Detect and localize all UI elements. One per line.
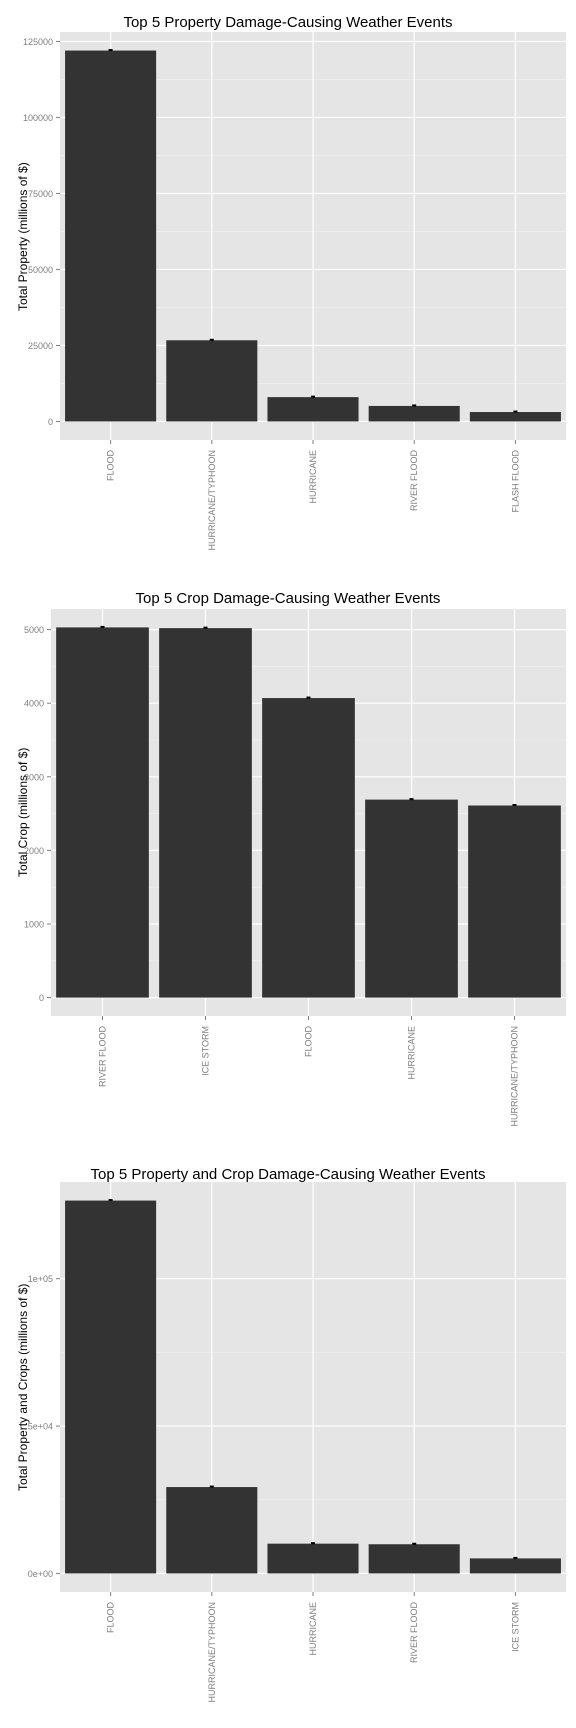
x-tick-label: ICE STORM <box>201 1026 211 1076</box>
bar <box>65 50 157 422</box>
y-tick-label: 3000 <box>24 772 44 782</box>
bar <box>56 627 149 998</box>
chart-title: Top 5 Crop Damage-Causing Weather Events <box>135 590 441 607</box>
y-tick-label: 1e+05 <box>28 1274 53 1284</box>
y-tick-label: 4000 <box>24 699 44 709</box>
x-tick-label: FLASH FLOOD <box>510 450 520 513</box>
y-tick-label: 0 <box>48 417 53 427</box>
x-tick-label: HURRICANE <box>407 1026 417 1080</box>
bar <box>262 698 355 998</box>
x-tick-label: RIVER FLOOD <box>409 1602 419 1664</box>
chart-plot: 0 1000 2000 3000 4000 5000 RIVER FLOOD ICE STOR… <box>24 609 566 1127</box>
chart-property: Top 5 Property Damage-Causing Weather Ev… <box>0 0 576 576</box>
y-tick-label: 100000 <box>23 113 53 123</box>
bar <box>469 1558 561 1574</box>
y-tick-label: 1000 <box>24 920 44 930</box>
bar <box>159 628 252 998</box>
bar <box>267 397 359 422</box>
chart-crop: Top 5 Crop Damage-Causing Weather Events… <box>0 576 576 1152</box>
y-tick-label: 5e+04 <box>28 1422 53 1432</box>
y-tick-label: 0 <box>39 993 44 1003</box>
bar <box>368 1544 460 1574</box>
bar <box>166 340 258 422</box>
x-tick-label: FLOOD <box>106 1602 116 1634</box>
bar <box>166 1487 258 1574</box>
y-tick-label: 125000 <box>23 37 53 47</box>
y-tick-label: 75000 <box>28 189 53 199</box>
x-tick-label: HURRICANE/TYPHOON <box>207 450 217 551</box>
chart-plot: 0e+00 5e+04 1e+05 FLOOD HURRICANE/TYPHOON HUR… <box>28 1182 566 1703</box>
x-tick-label: HURRICANE/TYPHOON <box>510 1026 520 1127</box>
y-tick-label: 2000 <box>24 846 44 856</box>
x-tick-label: HURRICANE <box>308 1602 318 1656</box>
x-tick-label: HURRICANE <box>308 450 318 504</box>
chart-title: Top 5 Property Damage-Causing Weather Ev… <box>123 14 453 31</box>
bar <box>365 799 458 998</box>
chart-total: Top 5 Property and Crop Damage-Causing W… <box>0 1152 576 1728</box>
bar <box>468 805 561 998</box>
x-tick-label: ICE STORM <box>510 1602 520 1652</box>
y-tick-label: 5000 <box>24 625 44 635</box>
bar <box>469 412 561 422</box>
chart-plot: 0 25000 50000 75000 100000 125000 FLOOD HURRICA… <box>23 32 566 551</box>
x-tick-label: FLOOD <box>304 1026 314 1058</box>
bar <box>368 405 460 422</box>
y-tick-label: 25000 <box>28 341 53 351</box>
x-tick-label: FLOOD <box>106 450 116 482</box>
y-tick-label: 50000 <box>28 265 53 275</box>
chart-title: Top 5 Property and Crop Damage-Causing W… <box>90 1166 486 1183</box>
x-tick-label: RIVER FLOOD <box>98 1026 108 1088</box>
x-tick-label: HURRICANE/TYPHOON <box>207 1602 217 1703</box>
y-tick-label: 0e+00 <box>28 1569 53 1579</box>
bar <box>65 1200 157 1574</box>
bar <box>267 1543 359 1574</box>
x-tick-label: RIVER FLOOD <box>409 450 419 512</box>
